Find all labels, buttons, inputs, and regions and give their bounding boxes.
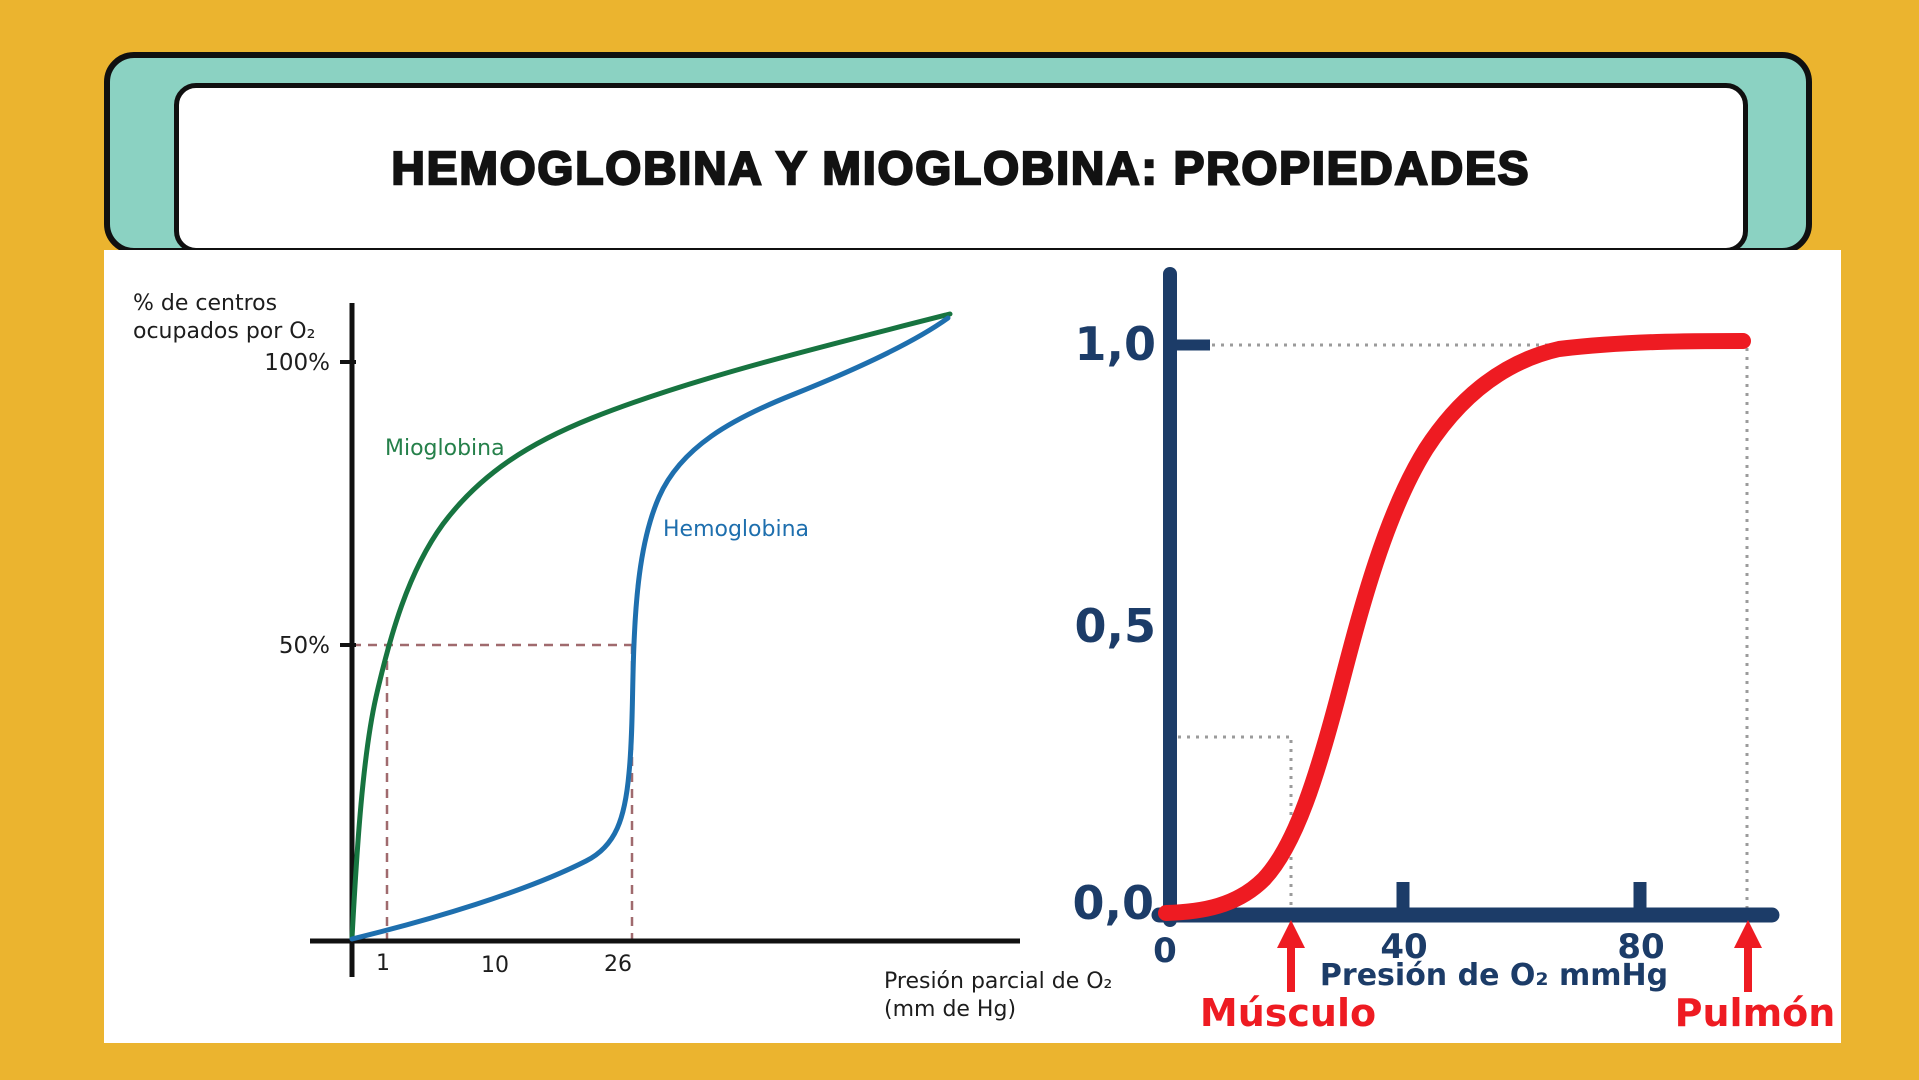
left-y-axis-label-line1: % de centros: [133, 291, 277, 316]
muscle-arrow-shaft: [1287, 944, 1295, 992]
right-y-tick-label-0-0: 0,0: [1073, 876, 1155, 930]
right-x-tick-label-0: 0: [1153, 931, 1177, 971]
right-x-tick-label-80: 80: [1617, 927, 1664, 967]
left-x-tick-label-10: 10: [481, 953, 509, 978]
charts-svg: % de centros ocupados por O₂ 100% 50% 1 …: [133, 267, 1836, 1035]
left-y-tick-label-50: 50%: [279, 633, 330, 659]
saturation-curve: [1158, 333, 1751, 921]
hemoglobin-curve: [349, 315, 951, 942]
left-x-axis-label-line2: (mm de Hg): [884, 997, 1016, 1022]
muscle-annotation-label: Músculo: [1200, 991, 1376, 1035]
lung-arrow: [1734, 920, 1762, 992]
banner-card: HEMOGLOBINA Y MIOGLOBINA: PROPIEDADES: [104, 52, 1812, 254]
myoglobin-series-label: Mioglobina: [385, 436, 505, 461]
myoglobin-curve: [349, 311, 953, 941]
left-chart: % de centros ocupados por O₂ 100% 50% 1 …: [133, 291, 1112, 1022]
right-chart: 1,0 0,5 0,0 0 40 80 Presión de O₂ mmHg M…: [1073, 267, 1836, 1035]
right-y-tick-label-1-0: 1,0: [1075, 317, 1157, 371]
left-x-axis-label-line1: Presión parcial de O₂: [884, 969, 1112, 994]
right-x-tick-label-40: 40: [1380, 927, 1427, 967]
left-x-tick-label-1: 1: [376, 951, 390, 976]
left-y-axis-label-line2: ocupados por O₂: [133, 319, 315, 344]
muscle-arrow-head: [1277, 920, 1305, 948]
lung-arrow-shaft: [1744, 944, 1752, 992]
charts-panel: % de centros ocupados por O₂ 100% 50% 1 …: [104, 250, 1841, 1043]
lung-annotation-label: Pulmón: [1675, 991, 1836, 1035]
left-y-tick-label-100: 100%: [264, 350, 330, 376]
slide-title: HEMOGLOBINA Y MIOGLOBINA: PROPIEDADES: [390, 141, 1531, 195]
lung-arrow-head: [1734, 920, 1762, 948]
title-box: HEMOGLOBINA Y MIOGLOBINA: PROPIEDADES: [174, 83, 1748, 253]
left-x-tick-label-26: 26: [604, 952, 632, 977]
right-y-tick-label-0-5: 0,5: [1075, 599, 1157, 653]
muscle-arrow: [1277, 920, 1305, 992]
hemoglobin-series-label: Hemoglobina: [663, 517, 809, 542]
right-x-axis-label: Presión de O₂ mmHg: [1320, 958, 1668, 993]
